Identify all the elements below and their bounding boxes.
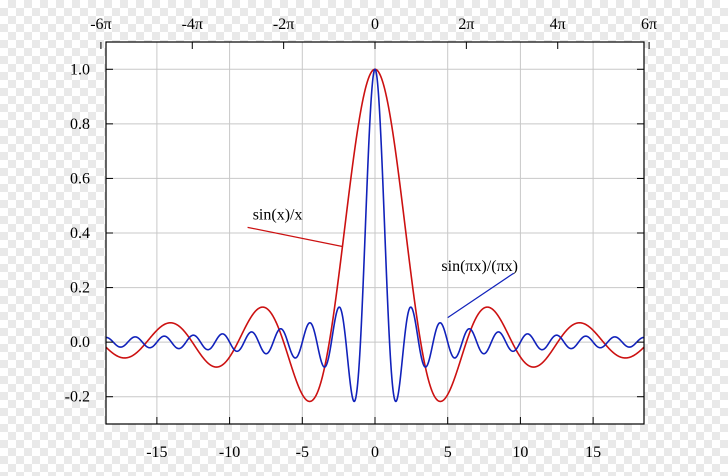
- y-tick-label: 0.4: [70, 225, 90, 242]
- series-label-sinc-normalized: sin(πx)/(πx): [441, 258, 518, 275]
- y-tick-label: -0.2: [65, 389, 90, 406]
- y-tick-label: 0.6: [70, 170, 90, 187]
- x-tick-label-bottom: -15: [146, 444, 167, 461]
- x-tick-label-top: 4π: [550, 16, 566, 33]
- y-tick-label: 0.2: [70, 280, 90, 297]
- x-tick-label-top: 6π: [641, 16, 657, 33]
- ticks: [100, 42, 650, 424]
- x-tick-label-top: -4π: [182, 16, 203, 33]
- x-tick-label-top: 0: [371, 16, 379, 33]
- x-tick-label-bottom: 10: [512, 444, 528, 461]
- y-tick-label: 1.0: [70, 61, 90, 78]
- curves: [105, 68, 645, 403]
- y-tick-label: 0.0: [70, 334, 90, 351]
- x-tick-label-top: 2π: [458, 16, 474, 33]
- series-line-sinc-normalized: [106, 68, 644, 403]
- series-label-sinc-unnormalized: sin(x)/x: [253, 206, 303, 223]
- tick-labels: -15 -10 -5 0 5 10 15 -6π -4π -2π 0 2π 4π 6π -0.2 0.0 0.2…: [65, 16, 657, 461]
- x-tick-label-bottom: -10: [219, 444, 240, 461]
- x-tick-label-bottom: 0: [371, 444, 379, 461]
- series-leader-sinc-unnormalized: [247, 226, 344, 248]
- series-leader-sinc-normalized: [447, 272, 515, 319]
- x-tick-label-bottom: 15: [585, 444, 601, 461]
- x-tick-label-bottom: 5: [444, 444, 452, 461]
- annotations: sin(x)/x sin(πx)/(πx): [247, 206, 518, 319]
- x-tick-label-bottom: -5: [296, 444, 309, 461]
- x-tick-label-top: -6π: [90, 16, 111, 33]
- x-tick-label-top: -2π: [273, 16, 294, 33]
- y-tick-label: 0.8: [70, 116, 90, 133]
